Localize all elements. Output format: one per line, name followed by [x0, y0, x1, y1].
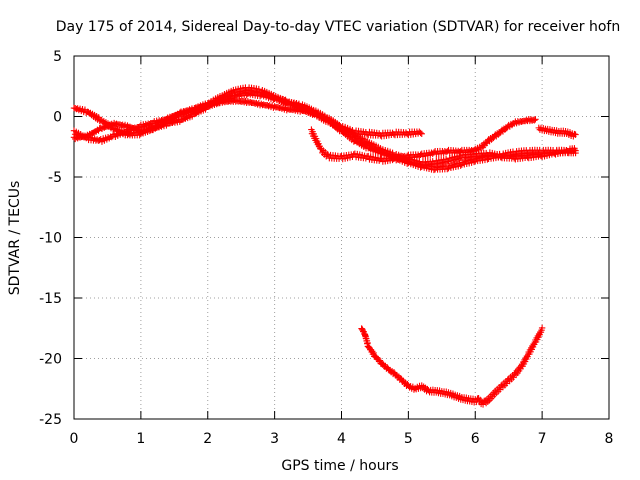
y-axis-label: SDTVAR / TECUs — [7, 181, 23, 296]
data-point-marker — [531, 117, 538, 124]
y-tick-labels: 5 0 -5 -10 -15 -20 -25 — [39, 49, 62, 428]
x-tick-labels: 0 1 2 3 4 5 6 7 8 — [70, 431, 614, 447]
axis-ticks — [73, 55, 610, 420]
data-point-marker — [417, 129, 424, 137]
data-point-marker — [470, 158, 478, 166]
y-tick-label: 5 — [53, 49, 62, 65]
data-point-marker — [484, 156, 491, 163]
data-point-marker — [479, 401, 487, 408]
x-tick-label: 6 — [471, 431, 480, 447]
y-tick-label: -25 — [39, 412, 62, 428]
y-tick-label: -10 — [39, 231, 62, 247]
x-tick-label: 7 — [538, 431, 547, 447]
data-point-marker — [457, 162, 464, 169]
series-track-e — [535, 124, 579, 140]
grid-lines — [74, 56, 609, 419]
series-track-d — [308, 115, 539, 165]
x-tick-label: 5 — [404, 431, 413, 447]
data-point-marker — [538, 324, 546, 332]
y-tick-label: -5 — [48, 170, 62, 186]
series-track-f — [358, 324, 546, 408]
data-point-marker — [532, 116, 539, 123]
data-point-marker — [571, 146, 578, 154]
y-tick-label: 0 — [53, 110, 62, 126]
data-point-marker — [572, 131, 579, 138]
y-tick-label: -20 — [39, 352, 62, 368]
x-tick-label: 0 — [70, 431, 79, 447]
chart-title: Day 175 of 2014, Sidereal Day-to-day VTE… — [56, 19, 620, 35]
x-axis-label: GPS time / hours — [281, 458, 398, 474]
x-tick-label: 3 — [270, 431, 279, 447]
data-point-marker — [572, 149, 579, 157]
x-tick-label: 1 — [136, 431, 145, 447]
x-tick-label: 8 — [605, 431, 614, 447]
x-tick-label: 4 — [337, 431, 346, 447]
y-tick-label: -15 — [39, 291, 62, 307]
data-point-marker — [390, 369, 398, 376]
data-point-marker — [323, 150, 331, 158]
x-tick-label: 2 — [203, 431, 212, 447]
series-track-c — [70, 96, 579, 174]
data-point-marker — [418, 130, 425, 137]
data-point-marker — [370, 349, 377, 357]
data-marks — [70, 84, 579, 408]
data-point-marker — [497, 153, 504, 161]
